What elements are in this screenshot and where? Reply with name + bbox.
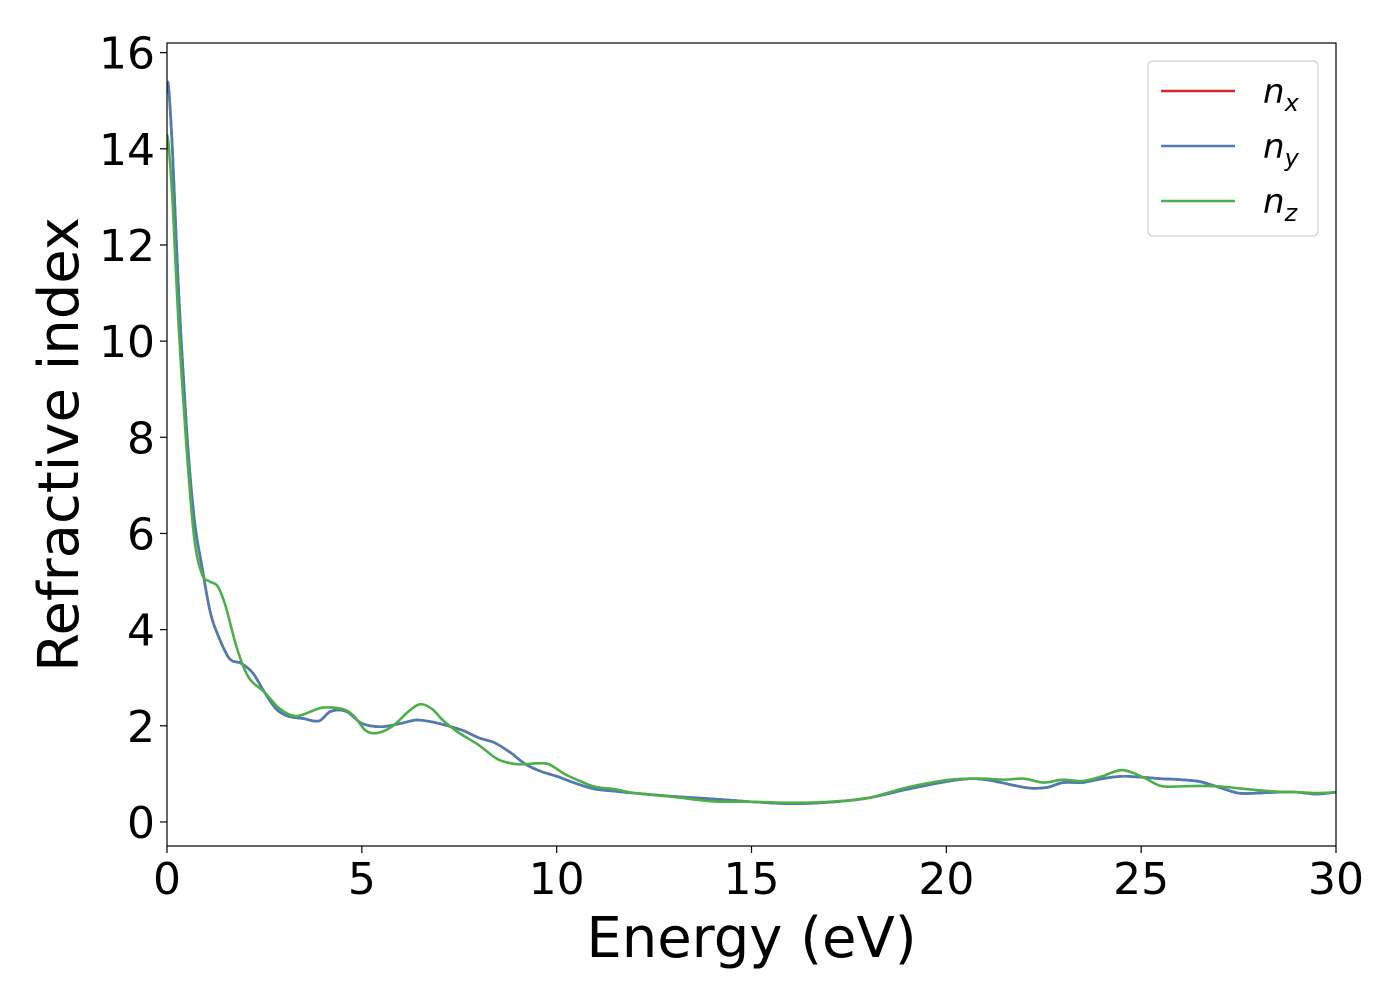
legend-item-nx: nx (1161, 72, 1300, 117)
x-axis-label: Energy (eV) (586, 906, 916, 971)
y-tick-label: 16 (99, 29, 155, 80)
x-tick-label: 15 (724, 854, 780, 905)
legend-item-nz: nz (1161, 182, 1299, 227)
legend: nx ny nz (1147, 60, 1319, 237)
series-layer (167, 80, 1336, 805)
y-tick-label: 14 (99, 125, 155, 176)
x-tick-label: 20 (918, 854, 974, 905)
y-tick-label: 6 (127, 509, 155, 560)
x-tick-label: 0 (153, 854, 181, 905)
x-tick-label: 5 (348, 854, 376, 905)
legend-box (1147, 60, 1319, 237)
ticks-layer: 0 5 10 15 20 25 30 0 2 4 6 8 10 12 14 16 (99, 29, 1364, 905)
series-line-nz (167, 134, 1336, 805)
y-tick-label: 12 (99, 221, 155, 272)
legend-label: ny (1263, 127, 1300, 172)
y-tick-label: 2 (127, 702, 155, 753)
x-tick-label: 10 (529, 854, 585, 905)
legend-item-ny: ny (1161, 127, 1300, 172)
y-tick-label: 4 (127, 606, 155, 657)
series-line-ny (167, 80, 1336, 805)
y-axis-label: Refractive index (27, 217, 92, 672)
x-tick-label: 30 (1308, 854, 1364, 905)
x-tick-label: 25 (1113, 854, 1169, 905)
y-tick-label: 0 (127, 798, 155, 849)
y-tick-label: 8 (127, 413, 155, 464)
y-tick-label: 10 (99, 317, 155, 368)
legend-label: nx (1263, 72, 1300, 117)
legend-label: nz (1263, 182, 1299, 227)
